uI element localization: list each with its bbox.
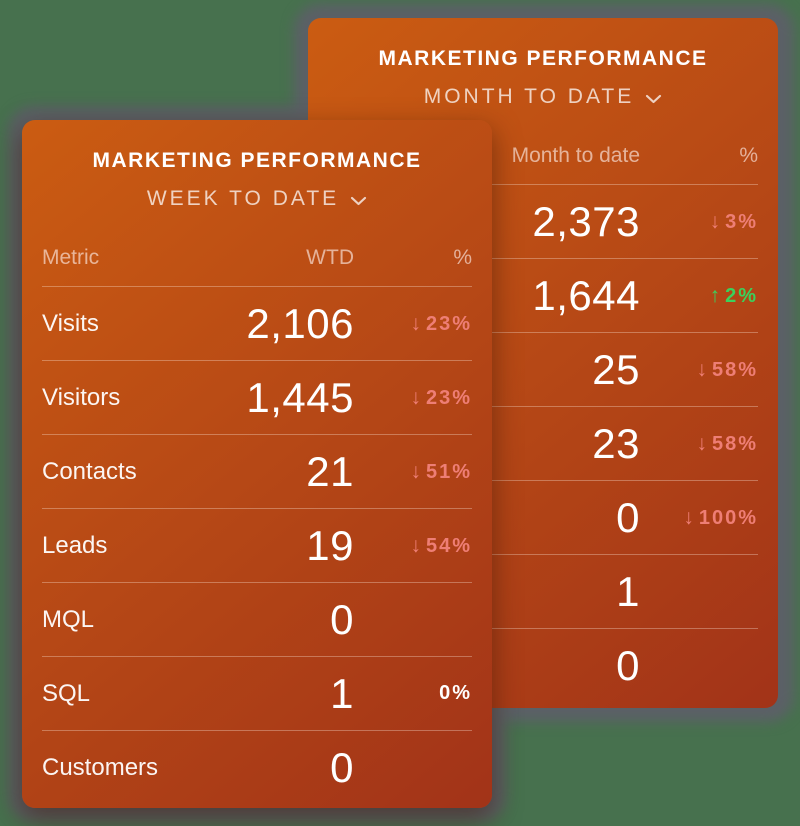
table-row: Leads 19 ↓ 54% [42,508,472,582]
change-cell: ↑ 2% [640,284,758,308]
change-cell: ↓ 51% [354,460,472,484]
value-cell: 1,445 [246,373,354,421]
change-value: 3% [725,210,758,233]
period-selector-week[interactable]: WEEK TO DATE [22,186,492,212]
period-selector-month[interactable]: MONTH TO DATE [308,84,778,110]
table-row: 2,373 ↓ 3% [328,184,758,258]
marketing-performance-card-week: MARKETING PERFORMANCE WEEK TO DATE Metri… [22,120,492,808]
value-cell: 2,106 [246,299,354,347]
change-cell: ↓ 23% [354,386,472,410]
change-value: 2% [725,284,758,307]
change-value: 58% [711,358,758,381]
table-header: Metric WTD % [42,212,472,286]
table-row: 1,644 ↑ 2% [328,258,758,332]
change-cell: ↓ 58% [640,358,758,382]
table-row: 0 ↓ 100% [328,480,758,554]
change-cell: ↓ 58% [640,432,758,456]
up-arrow-icon: ↑ [709,283,721,307]
value-cell: 25 [592,345,640,393]
value-cell: 0 [330,743,354,791]
metric-cell: SQL [42,679,91,707]
value-cell: 0 [330,595,354,643]
down-arrow-icon: ↓ [410,311,421,335]
metric-cell: MQL [42,605,95,633]
table-row: 25 ↓ 58% [328,332,758,406]
table-row: Visits 2,106 ↓ 23% [42,286,472,360]
period-selector-label: WEEK TO DATE [146,187,340,210]
value-cell: 1 [330,669,354,717]
value-column-header: WTD [306,246,354,269]
percent-column-header: % [739,144,758,167]
table-row: SQL 1 0% [42,656,472,730]
down-arrow-icon: ↓ [696,431,707,455]
down-arrow-icon: ↓ [410,385,421,409]
metric-column-header: Metric [42,246,100,269]
period-selector-label: MONTH TO DATE [423,85,635,108]
value-column-header: Month to date [511,144,640,167]
change-cell: ↓ 23% [354,312,472,336]
value-cell: 2,373 [532,197,640,245]
table-row: MQL 0 [42,582,472,656]
metric-cell: Contacts [42,457,137,485]
table-row: 23 ↓ 58% [328,406,758,480]
change-cell: ↓ 54% [354,534,472,558]
table-row: 0 [328,628,758,702]
card-title: MARKETING PERFORMANCE [92,149,422,172]
metric-cell: Customers [42,753,159,781]
value-cell: 1 [616,567,640,615]
table-header: Month to date % [328,110,758,184]
value-cell: 19 [306,521,354,569]
chevron-down-icon [645,94,662,104]
value-cell: 1,644 [532,271,640,319]
card-title: MARKETING PERFORMANCE [378,47,708,70]
down-arrow-icon: ↓ [709,209,721,233]
change-cell: 0% [354,682,472,705]
chevron-down-icon [350,196,367,206]
change-value: 100% [698,506,758,529]
change-value: 51% [425,460,472,483]
table-row: Customers 0 [42,730,472,804]
metric-cell: Visits [42,309,99,337]
value-cell: 0 [616,493,640,541]
change-value: 58% [711,432,758,455]
metrics-table-week: Metric WTD % Visits 2,106 ↓ 23% Visitors … [42,212,472,804]
change-cell: ↓ 3% [640,210,758,234]
value-cell: 21 [306,447,354,495]
down-arrow-icon: ↓ [410,459,421,483]
change-value: 54% [425,534,472,557]
metrics-table-month: Month to date % 2,373 ↓ 3% 1,644 ↑ 2% 25 ↓… [328,110,758,702]
table-row: Contacts 21 ↓ 51% [42,434,472,508]
down-arrow-icon: ↓ [696,357,707,381]
table-row: 1 [328,554,758,628]
metric-cell: Leads [42,531,108,559]
change-value: 23% [425,386,472,409]
change-value: 23% [425,312,472,335]
change-value: 0% [439,682,472,704]
percent-column-header: % [453,246,472,269]
value-cell: 23 [592,419,640,467]
change-cell: ↓ 100% [640,506,758,530]
metric-cell: Visitors [42,383,121,411]
table-row: Visitors 1,445 ↓ 23% [42,360,472,434]
down-arrow-icon: ↓ [410,533,421,557]
down-arrow-icon: ↓ [683,505,694,529]
value-cell: 0 [616,641,640,689]
